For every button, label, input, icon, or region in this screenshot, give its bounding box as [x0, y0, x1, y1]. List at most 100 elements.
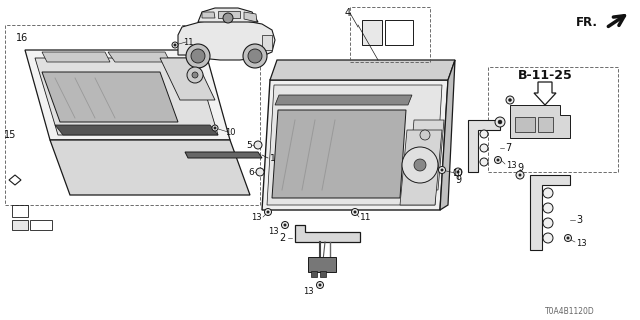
- Circle shape: [519, 174, 521, 176]
- Circle shape: [402, 147, 438, 183]
- Circle shape: [420, 170, 430, 180]
- Polygon shape: [272, 110, 406, 198]
- Circle shape: [243, 44, 267, 68]
- Text: 10: 10: [452, 169, 463, 178]
- Circle shape: [186, 44, 210, 68]
- Bar: [30, 220, 52, 230]
- Text: 13: 13: [252, 213, 262, 222]
- Circle shape: [267, 211, 269, 213]
- Polygon shape: [267, 85, 442, 205]
- Text: 1: 1: [270, 154, 276, 163]
- Bar: [12, 220, 28, 230]
- Polygon shape: [42, 52, 110, 62]
- Circle shape: [509, 99, 511, 101]
- Bar: [320, 271, 326, 277]
- Circle shape: [564, 235, 572, 242]
- Bar: [311, 271, 317, 277]
- Text: 10: 10: [225, 127, 236, 137]
- Text: 7: 7: [505, 143, 511, 153]
- Polygon shape: [534, 82, 556, 105]
- Bar: [362, 20, 382, 45]
- Text: 15: 15: [4, 130, 16, 140]
- Polygon shape: [244, 12, 257, 22]
- Polygon shape: [160, 58, 215, 100]
- Circle shape: [351, 209, 358, 215]
- Text: 13: 13: [506, 161, 516, 170]
- Circle shape: [187, 67, 203, 83]
- Polygon shape: [178, 20, 275, 60]
- Circle shape: [480, 144, 488, 152]
- Circle shape: [264, 209, 271, 215]
- Polygon shape: [108, 52, 170, 62]
- Bar: [308, 257, 336, 272]
- Polygon shape: [262, 80, 448, 210]
- Polygon shape: [25, 50, 230, 140]
- Polygon shape: [295, 225, 360, 242]
- Bar: [538, 117, 553, 132]
- Text: 4: 4: [345, 8, 351, 18]
- Polygon shape: [510, 105, 570, 138]
- Text: 13: 13: [576, 238, 587, 247]
- Polygon shape: [218, 11, 240, 18]
- Polygon shape: [400, 130, 442, 205]
- Circle shape: [441, 169, 444, 171]
- Circle shape: [354, 211, 356, 213]
- Polygon shape: [55, 125, 218, 135]
- Circle shape: [282, 221, 289, 228]
- Text: 11: 11: [183, 37, 193, 46]
- Polygon shape: [440, 60, 455, 210]
- Text: T0A4B1120D: T0A4B1120D: [545, 308, 595, 316]
- Circle shape: [319, 284, 321, 286]
- Text: 16: 16: [16, 33, 28, 43]
- Circle shape: [214, 127, 216, 129]
- Circle shape: [438, 166, 445, 173]
- Text: 5: 5: [246, 140, 252, 149]
- Circle shape: [543, 203, 553, 213]
- Bar: [5, 25, 260, 205]
- Circle shape: [498, 120, 502, 124]
- Text: 13: 13: [303, 287, 314, 297]
- Bar: [385, 20, 413, 45]
- Circle shape: [543, 188, 553, 198]
- Text: 9: 9: [455, 175, 461, 185]
- Circle shape: [567, 237, 569, 239]
- Circle shape: [506, 96, 514, 104]
- Polygon shape: [468, 120, 500, 172]
- Circle shape: [420, 130, 430, 140]
- Circle shape: [254, 141, 262, 149]
- Text: 6: 6: [248, 167, 254, 177]
- Bar: [515, 117, 535, 132]
- Polygon shape: [50, 140, 250, 195]
- Polygon shape: [530, 175, 570, 250]
- Circle shape: [212, 125, 218, 131]
- Polygon shape: [202, 12, 215, 18]
- Circle shape: [495, 156, 502, 164]
- Polygon shape: [275, 95, 412, 105]
- Circle shape: [223, 13, 233, 23]
- Circle shape: [192, 72, 198, 78]
- Circle shape: [248, 49, 262, 63]
- Circle shape: [543, 218, 553, 228]
- Circle shape: [516, 171, 524, 179]
- Text: FR.: FR.: [576, 15, 598, 28]
- Circle shape: [414, 159, 426, 171]
- Bar: [488, 67, 618, 172]
- Polygon shape: [35, 58, 218, 135]
- Circle shape: [497, 159, 499, 161]
- Circle shape: [454, 168, 462, 176]
- Bar: [12, 205, 28, 217]
- Polygon shape: [185, 152, 262, 158]
- Bar: [262, 35, 272, 50]
- Circle shape: [420, 150, 430, 160]
- Text: B-11-25: B-11-25: [518, 68, 572, 82]
- Circle shape: [174, 44, 176, 46]
- Text: 3: 3: [576, 215, 582, 225]
- Circle shape: [495, 117, 505, 127]
- Circle shape: [480, 158, 488, 166]
- Bar: [350, 7, 430, 62]
- Polygon shape: [198, 8, 258, 22]
- Text: 9: 9: [517, 163, 523, 173]
- Circle shape: [480, 130, 488, 138]
- Circle shape: [457, 171, 460, 173]
- Circle shape: [317, 282, 323, 289]
